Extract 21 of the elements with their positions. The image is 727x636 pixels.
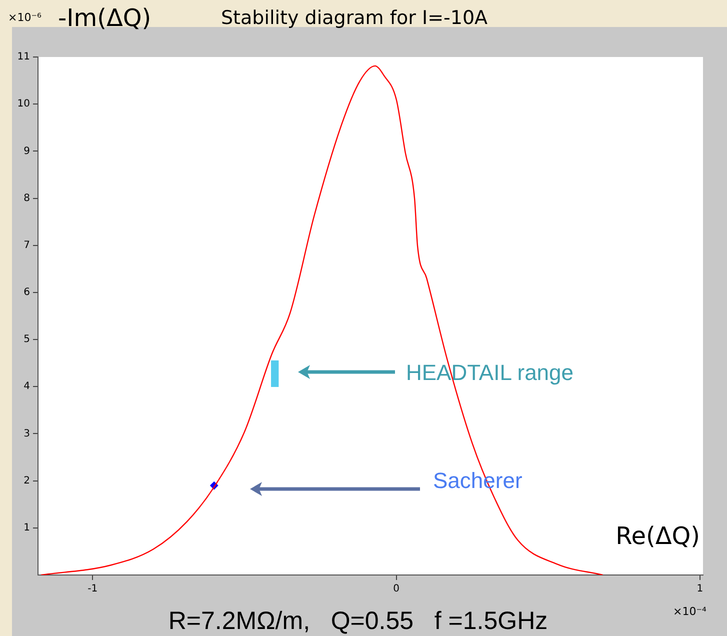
x-tick-label: 0	[393, 584, 400, 595]
text: ×10⁻⁴	[673, 604, 708, 618]
line-series	[40, 65, 604, 575]
x-tick-label: 1	[696, 584, 704, 595]
y-tick-label: 9	[24, 146, 30, 157]
chart-title: Stability diagram for I=-10A	[221, 6, 488, 29]
y-tick-label: 5	[24, 334, 30, 346]
y-tick-label: 1	[24, 522, 30, 534]
text: R=7.2MΩ/m, Q=0.55 f =1.5GHz	[168, 606, 548, 635]
y-tick-label: 6	[24, 287, 30, 298]
y-tick-label: 11	[17, 52, 30, 63]
x-tick-label: -1	[88, 584, 98, 595]
y-tick-label: 4	[24, 381, 30, 392]
text: ×10⁻⁶	[8, 10, 42, 24]
y-tick-label: 10	[17, 98, 30, 110]
x-axis-title: Re(ΔQ)	[616, 522, 700, 550]
y-tick-label: 7	[24, 240, 30, 251]
y-tick-label: 3	[24, 428, 30, 440]
y-axis-title: -Im(ΔQ)	[58, 4, 152, 32]
y-tick-label: 8	[24, 192, 30, 204]
y-tick-label: 2	[24, 475, 30, 486]
